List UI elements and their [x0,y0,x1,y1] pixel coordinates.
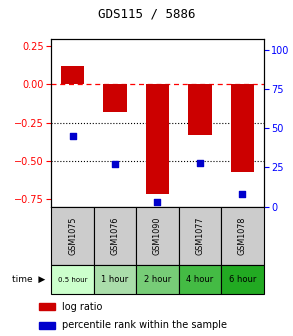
Bar [39,322,55,329]
Bar [94,265,136,294]
Bar [221,265,264,294]
Bar [103,84,127,112]
Text: log ratio: log ratio [62,302,102,312]
Text: GSM1090: GSM1090 [153,217,162,255]
Text: GSM1077: GSM1077 [195,217,205,255]
Point [197,160,202,165]
Bar [146,84,169,195]
Text: GSM1078: GSM1078 [238,217,247,255]
Text: percentile rank within the sample: percentile rank within the sample [62,320,226,330]
Bar [221,207,264,265]
Bar [179,207,221,265]
Text: 2 hour: 2 hour [144,275,171,284]
Point [240,192,245,197]
Bar [61,66,84,84]
Bar [94,207,136,265]
Bar [51,265,94,294]
Point [113,162,117,167]
Bar [51,207,94,265]
Text: GDS115 / 5886: GDS115 / 5886 [98,7,195,20]
Bar [231,84,254,171]
Bar [136,207,179,265]
Point [155,199,160,205]
Text: time  ▶: time ▶ [12,275,45,284]
Text: 4 hour: 4 hour [186,275,214,284]
Bar [188,84,212,135]
Point [70,133,75,139]
Text: 0.5 hour: 0.5 hour [58,277,87,283]
Text: 1 hour: 1 hour [101,275,129,284]
Bar [39,303,55,310]
Text: GSM1076: GSM1076 [110,217,120,255]
Text: 6 hour: 6 hour [229,275,256,284]
Text: GSM1075: GSM1075 [68,217,77,255]
Bar [136,265,179,294]
Bar [179,265,221,294]
